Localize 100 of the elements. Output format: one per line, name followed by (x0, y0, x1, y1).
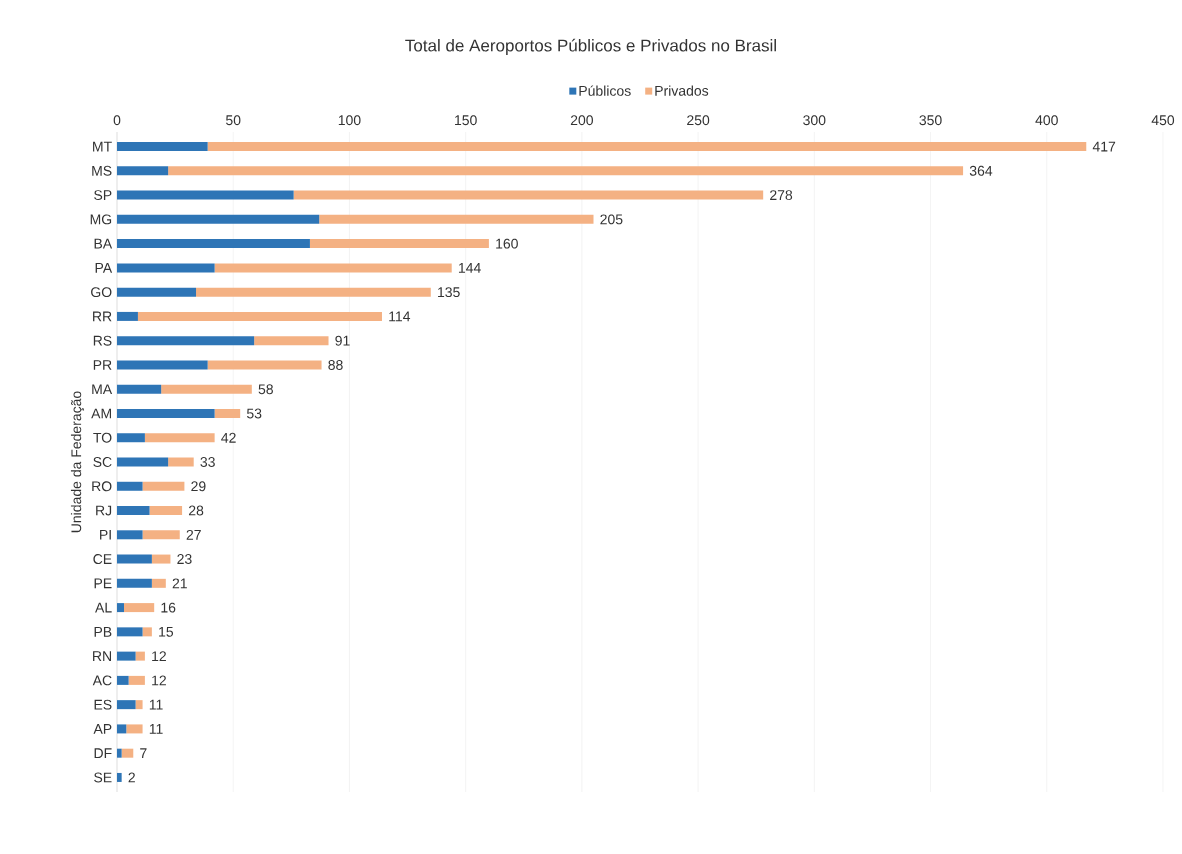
y-tick-label: RS (93, 335, 112, 346)
y-axis-title: Unidade da Federação (70, 391, 85, 533)
bar (117, 336, 255, 346)
total-label: 278 (770, 190, 793, 201)
y-tick-label: PA (95, 263, 113, 273)
y-tick-label: RN (93, 651, 111, 661)
bar (117, 506, 150, 516)
x-tick-label: 50 (226, 115, 241, 126)
y-tick-label: GO (91, 287, 112, 298)
y-tick-label: ES (94, 699, 112, 710)
bar (214, 263, 452, 273)
y-tick-label: MT (93, 141, 112, 152)
bar (254, 336, 329, 346)
bar (128, 675, 145, 685)
bar (142, 481, 185, 491)
y-tick-label: MA (92, 384, 113, 395)
bar (207, 360, 322, 370)
x-tick-label: 150 (455, 115, 477, 126)
bar (161, 384, 252, 394)
y-tick-label: PE (94, 578, 112, 589)
bar (151, 578, 166, 588)
bar (149, 506, 183, 516)
y-tick-label: SP (94, 190, 112, 201)
bar (117, 603, 124, 613)
total-label: 21 (172, 578, 187, 589)
bar (117, 433, 145, 443)
bar (319, 214, 594, 224)
y-tick-label: TO (93, 432, 112, 443)
x-tick-label: 200 (570, 115, 593, 126)
bar (123, 603, 155, 613)
total-label: 58 (258, 384, 273, 395)
total-label: 114 (389, 311, 411, 322)
bar (135, 700, 143, 710)
bar (151, 554, 171, 564)
legend-label: Privados (655, 85, 709, 96)
x-tick-label: 100 (338, 115, 361, 126)
y-tick-label: AM (91, 408, 111, 419)
bar (137, 311, 382, 321)
bar (117, 408, 215, 418)
total-label: 135 (438, 287, 460, 298)
total-label: 11 (149, 724, 163, 734)
total-label: 417 (1092, 141, 1116, 152)
bar (117, 214, 320, 224)
bar (196, 287, 431, 297)
bar (309, 239, 489, 249)
bar (117, 724, 127, 734)
bar (117, 287, 197, 297)
y-tick-label: RJ (96, 505, 112, 516)
bar (117, 627, 143, 637)
x-tick-label: 300 (803, 115, 826, 126)
total-label: 53 (246, 408, 262, 419)
bar (117, 311, 138, 321)
bar (142, 627, 152, 637)
bar (117, 651, 136, 661)
total-label: 42 (221, 432, 236, 443)
bar (121, 748, 134, 758)
chart-title: Total de Aeroportos Públicos e Privados no Brasil (405, 38, 776, 55)
bar (117, 578, 152, 588)
total-label: 27 (186, 529, 201, 540)
x-tick-label: 250 (687, 115, 710, 126)
bar (117, 384, 162, 394)
bar (168, 166, 964, 176)
bar (117, 263, 215, 273)
bar (207, 142, 1087, 152)
total-label: 29 (191, 481, 206, 492)
y-tick-label: AL (95, 602, 112, 613)
y-tick-label: CE (93, 554, 112, 565)
bar (117, 166, 169, 176)
y-tick-label: AC (92, 675, 112, 686)
bar (117, 748, 122, 758)
total-label: 144 (458, 263, 481, 273)
y-tick-label: BA (94, 238, 113, 249)
y-tick-label: RR (93, 311, 112, 322)
total-label: 12 (152, 651, 166, 662)
bar (117, 700, 136, 710)
total-label: 160 (496, 238, 518, 249)
y-tick-label: RO (92, 481, 112, 492)
y-tick-label: MG (90, 214, 112, 225)
x-tick-label: 400 (1035, 115, 1058, 126)
total-label: 15 (159, 626, 174, 637)
total-label: 23 (177, 554, 192, 565)
legend-label: Públicos (579, 85, 631, 96)
y-tick-label: AP (93, 724, 112, 734)
x-tick-label: 0 (113, 115, 121, 126)
total-label: 16 (161, 602, 176, 613)
bar (117, 675, 129, 685)
total-label: 364 (969, 165, 993, 176)
total-label: 11 (149, 699, 163, 710)
bar (117, 190, 294, 200)
bar (168, 457, 194, 467)
total-label: 28 (188, 505, 204, 516)
total-label: 91 (335, 335, 350, 346)
bar (214, 408, 241, 418)
total-label: 2 (128, 772, 135, 783)
y-tick-label: DF (94, 748, 112, 758)
x-tick-label: 450 (1151, 115, 1175, 126)
bar (117, 239, 310, 249)
y-tick-label: SE (94, 772, 112, 783)
bar (117, 530, 143, 540)
y-tick-label: PI (100, 529, 111, 540)
